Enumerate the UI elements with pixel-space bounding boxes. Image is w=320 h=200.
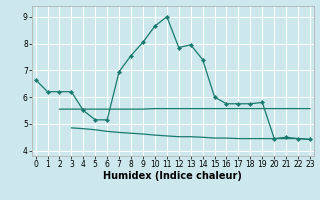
X-axis label: Humidex (Indice chaleur): Humidex (Indice chaleur) bbox=[103, 171, 242, 181]
